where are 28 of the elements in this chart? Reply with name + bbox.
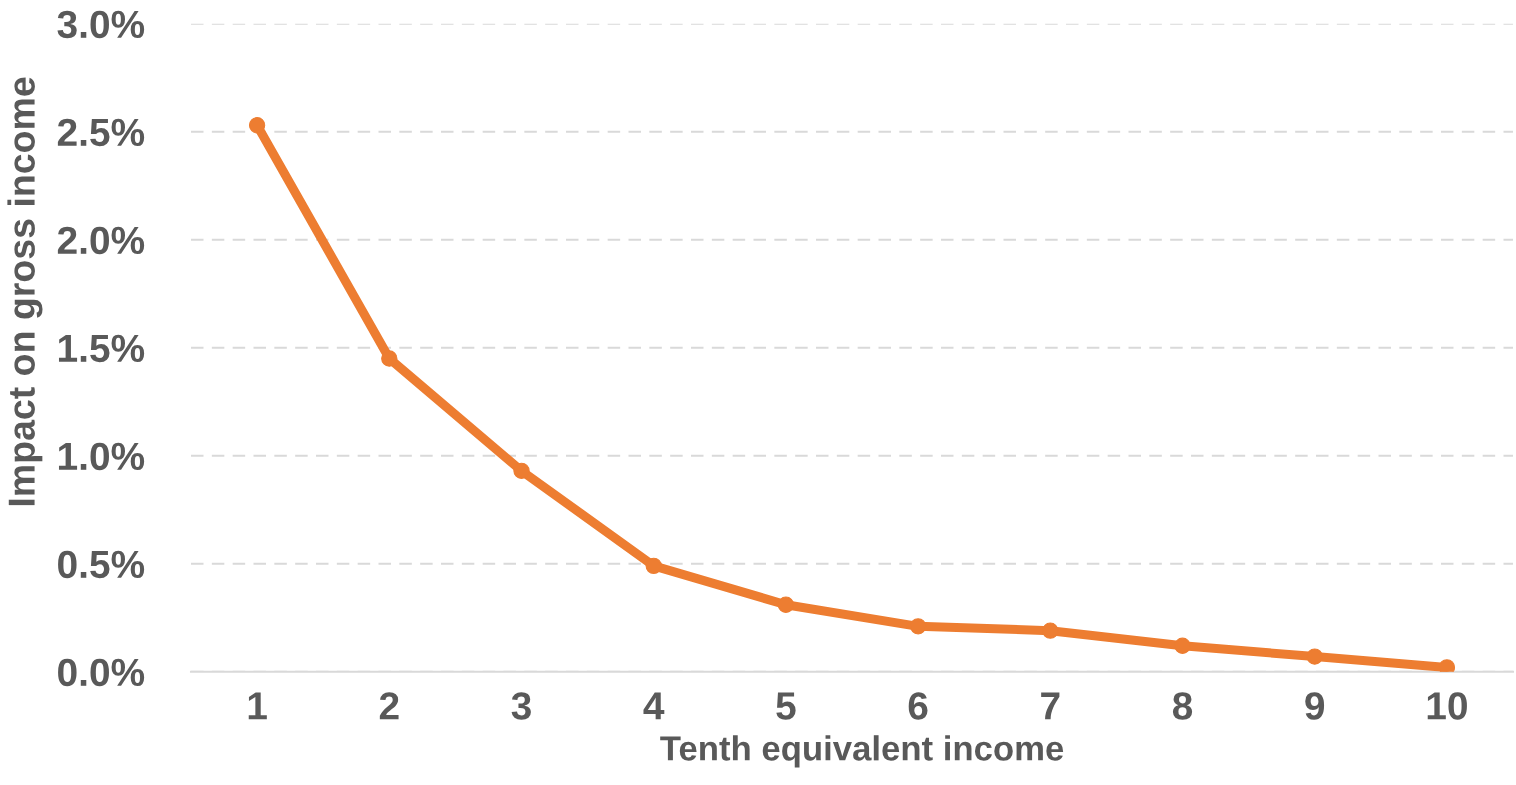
x-tick-label: 10 xyxy=(1427,692,1467,720)
point xyxy=(1042,622,1059,639)
y-tick-label: 0.0% xyxy=(58,658,145,687)
y-tick-label: 1.0% xyxy=(58,442,145,471)
y-tick-label: 1.5% xyxy=(58,334,145,363)
x-tick-label: 5 xyxy=(776,692,796,720)
x-tick-label: 9 xyxy=(1305,692,1325,720)
point xyxy=(248,117,266,134)
point xyxy=(1174,637,1191,654)
x-tick-label: 4 xyxy=(643,692,665,720)
x-tick-label: 2 xyxy=(379,692,399,720)
y-axis-title: Impact on gross income xyxy=(7,77,43,506)
y-tick-label: 3.0% xyxy=(57,10,145,39)
x-tick-label: 1 xyxy=(248,692,267,720)
point xyxy=(513,462,530,479)
x-axis-title: Tenth equivalent income xyxy=(660,735,1064,768)
point xyxy=(1306,648,1323,665)
x-tick-label: 3 xyxy=(511,692,531,720)
point xyxy=(381,350,398,367)
x-tick-label: 8 xyxy=(1172,692,1193,720)
y-tick-label: 2.5% xyxy=(57,118,145,147)
y-tick-label: 2.0% xyxy=(57,226,145,255)
point xyxy=(645,557,662,575)
x-tick-label: 7 xyxy=(1041,692,1060,720)
point xyxy=(777,596,795,613)
y-tick-label: 0.5% xyxy=(58,550,145,579)
point xyxy=(909,618,927,635)
x-tick-label: 6 xyxy=(908,692,928,720)
